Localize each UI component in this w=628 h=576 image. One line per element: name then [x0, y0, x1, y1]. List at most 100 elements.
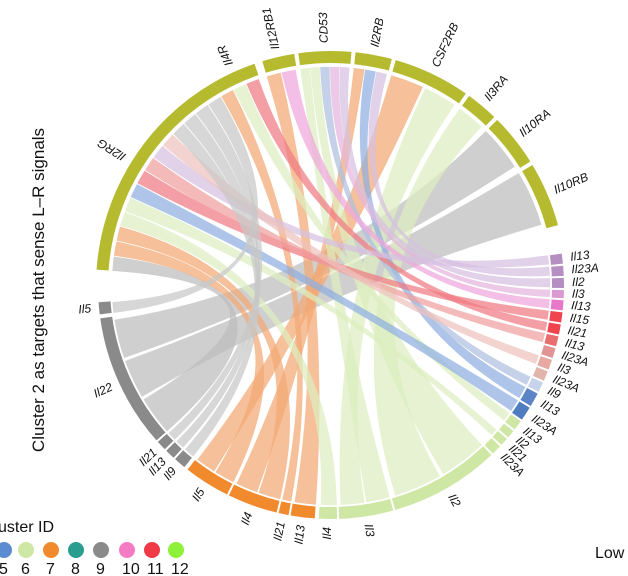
chord-link [329, 66, 551, 298]
ligand-arcs [98, 253, 565, 519]
ligand-arc [551, 265, 564, 277]
chord-link [112, 96, 258, 313]
receptor-arc [213, 63, 259, 93]
ligand-arc [541, 345, 556, 359]
ligand-arc [318, 506, 338, 519]
chord-link [368, 71, 551, 277]
ligand-label: Il3 [362, 523, 378, 538]
ligand-label: Il2 [445, 491, 464, 509]
receptor-arcs [96, 50, 558, 271]
ligand-label: Il5 [78, 301, 92, 316]
chord-link [113, 241, 265, 483]
receptor-arc [488, 119, 531, 168]
receptor-label: Il3RA [481, 72, 511, 103]
ligand-arc [166, 442, 182, 458]
ligand-arc [520, 388, 538, 407]
legend-dot [144, 542, 160, 558]
ligand-label: Il4 [320, 527, 334, 540]
receptor-label: Il10RB [552, 170, 591, 197]
ligand-label: Il4 [238, 510, 256, 527]
receptor-arc [392, 60, 466, 104]
chord-link [173, 123, 261, 457]
legend-number: 11 [147, 561, 164, 576]
chord-link [124, 197, 497, 436]
chord-link [144, 157, 546, 343]
receptor-arc [462, 95, 495, 126]
legend-dot [18, 542, 34, 558]
ligand-arc [551, 289, 564, 299]
ligand-arc [228, 484, 280, 513]
receptor-label: Il2RG [95, 136, 128, 164]
ligand-label: Il13 [564, 336, 586, 354]
receptor-arc [262, 53, 297, 73]
legend-number: 12 [171, 561, 189, 576]
legend-number: 10 [122, 561, 140, 576]
corner-label: Low [595, 545, 625, 562]
chord-link [116, 226, 291, 500]
receptor-label: Il4R [214, 43, 236, 69]
chord-link [281, 69, 550, 309]
ligand-label: Il13 [571, 298, 592, 314]
chord-link [236, 67, 365, 493]
chord-link [246, 78, 548, 332]
legend-dot [93, 542, 109, 558]
ligand-arc [512, 401, 530, 420]
legend-dot [43, 542, 59, 558]
ligand-arc [338, 498, 394, 519]
ligand-arc [527, 377, 544, 392]
ligand-arc [550, 299, 564, 311]
ligand-arc [492, 430, 507, 445]
receptor-label: CD53 [316, 12, 331, 43]
chord-link [359, 69, 526, 399]
chord-link [176, 113, 261, 448]
ligand-arc [505, 414, 521, 430]
ligand-arc [532, 366, 548, 381]
ligand-arc [537, 356, 552, 370]
receptor-arc [96, 82, 220, 271]
ligand-label: Il9 [545, 384, 563, 402]
ligand-label: Il21 [567, 323, 589, 340]
chord-link [168, 104, 263, 440]
ligand-label: Il15 [569, 311, 590, 328]
ligand-label: Il21 [270, 520, 288, 542]
ligand-arc [484, 438, 501, 454]
legend: uster ID 5 6 7 8 9 10 11 12 [0, 519, 189, 576]
chord-link [339, 66, 551, 288]
legend-number: 6 [21, 561, 30, 576]
ligand-label: Il3 [572, 287, 585, 301]
receptor-arc [522, 164, 558, 229]
legend-dot [68, 542, 84, 558]
legend-dots [0, 542, 184, 558]
ligand-arc [544, 333, 559, 347]
ligand-arc [391, 446, 492, 510]
legend-number: 5 [0, 561, 8, 576]
chord-link [221, 89, 303, 502]
legend-title: uster ID [0, 519, 54, 536]
ligand-label: Il13 [569, 248, 590, 264]
ligand-arc [175, 450, 192, 468]
ligand-arc [551, 277, 565, 289]
ligand-label: Il22 [91, 380, 115, 401]
y-axis-label: Cluster 2 as targets that sense L–R sign… [29, 128, 48, 452]
legend-dot [119, 542, 135, 558]
legend-dot [168, 542, 184, 558]
ligand-label: Il23A [571, 261, 599, 277]
ligand-arc [290, 503, 316, 519]
ligand-arc [157, 433, 174, 450]
legend-number: 8 [71, 561, 80, 576]
legend-number: 9 [96, 561, 105, 576]
receptor-arc [354, 52, 392, 71]
chord-link [137, 170, 549, 320]
ligand-label: Il13 [292, 524, 308, 545]
legend-number: 7 [46, 561, 55, 576]
ligand-arc [547, 322, 561, 335]
ligand-arc [278, 501, 291, 516]
ligand-label: Il3 [556, 360, 573, 378]
ligand-label: Il2 [572, 275, 585, 289]
chord-link [130, 183, 519, 412]
chord-link [300, 67, 390, 503]
legend-dot [0, 542, 12, 558]
ligand-arc [98, 301, 112, 315]
